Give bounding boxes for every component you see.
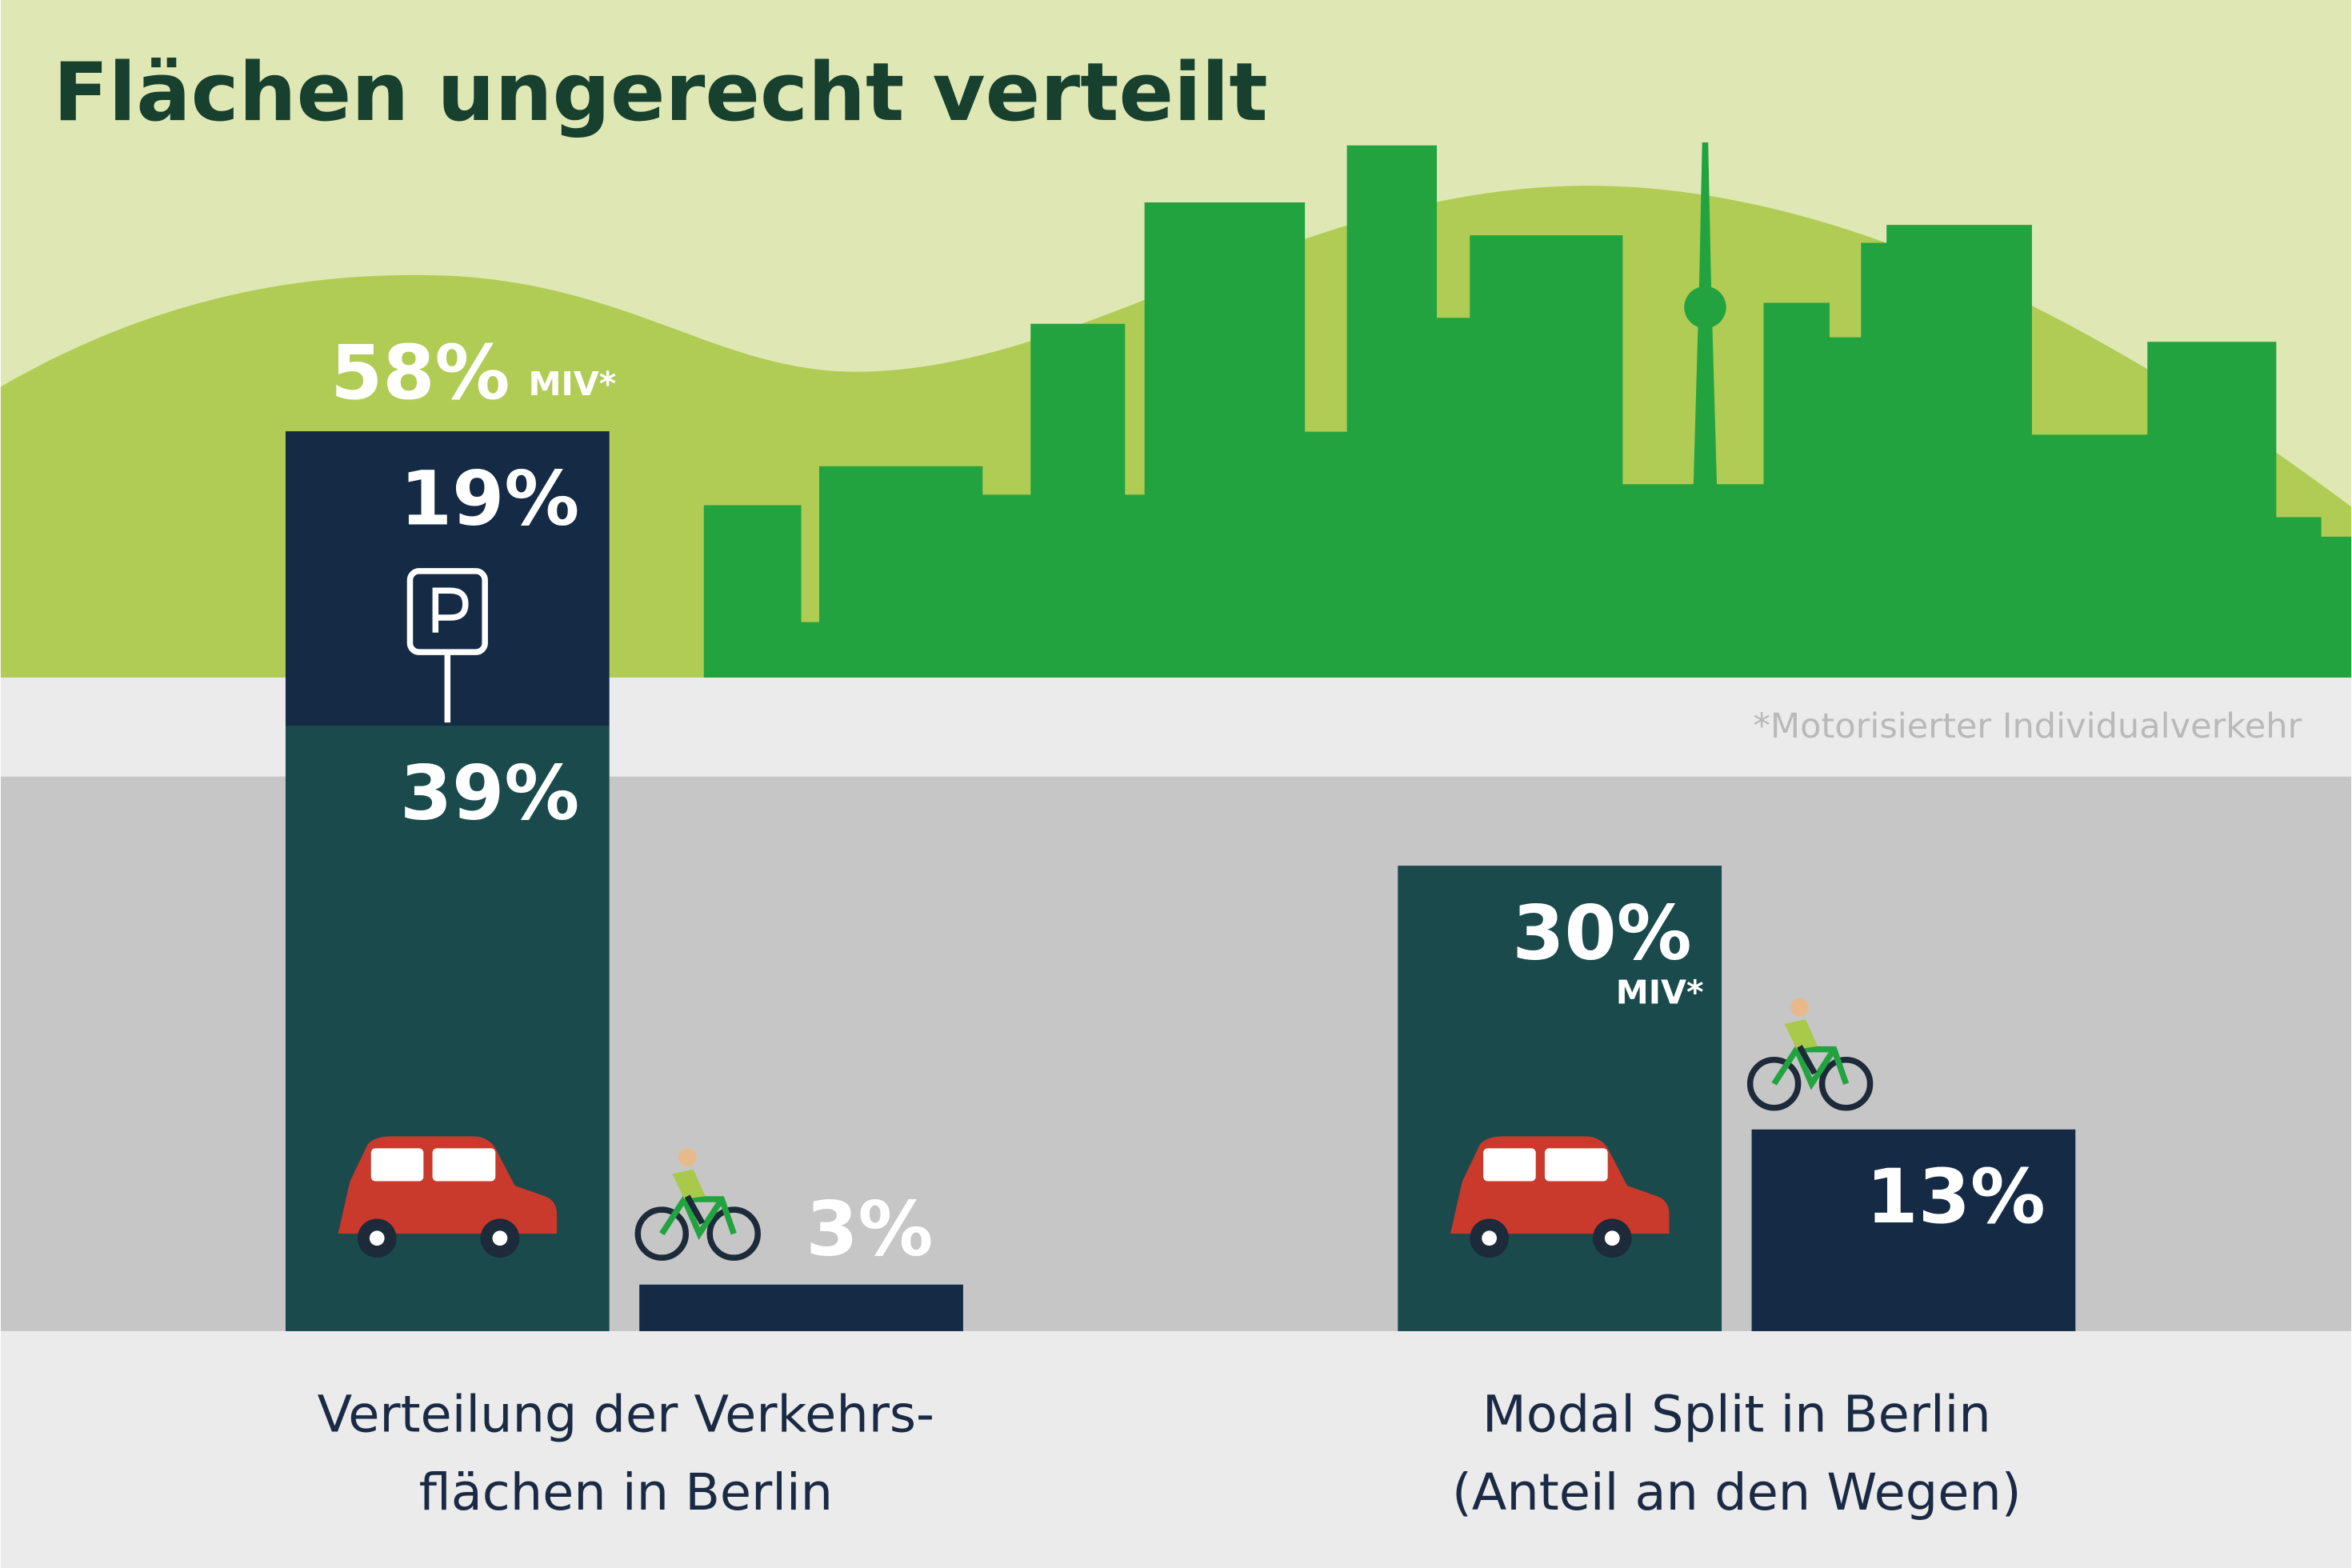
- bar-segment: [1751, 1129, 2076, 1331]
- car-hub: [492, 1230, 508, 1246]
- group-title: flächen in Berlin: [419, 1463, 833, 1522]
- car-window: [370, 1148, 424, 1182]
- sign: [406, 568, 488, 655]
- bike-wheel: [1746, 1057, 1802, 1111]
- footnote: *Motorisierter Individualverkehr: [1753, 706, 2302, 746]
- bar-segment: [1398, 866, 1722, 1331]
- value-label: 3%: [806, 1186, 933, 1273]
- rider-leg: [1797, 1045, 1818, 1075]
- group-title: (Anteil an den Wegen): [1452, 1463, 2022, 1522]
- car-hub: [369, 1230, 385, 1246]
- value-label: 19%: [400, 455, 579, 542]
- value-note: MIV*: [1616, 974, 1704, 1012]
- tv-tower-ball: [1684, 286, 1726, 329]
- value-label: 39%: [400, 750, 579, 838]
- skyline: [703, 145, 2352, 678]
- sign-p: [432, 587, 469, 633]
- bike-wheel: [1818, 1057, 1874, 1111]
- car-window: [1544, 1148, 1608, 1182]
- group-title: Verteilung der Verkehrs-: [318, 1385, 934, 1444]
- rider-head: [1790, 998, 1809, 1017]
- bike-wheel: [634, 1206, 690, 1261]
- bar-segment: [639, 1284, 963, 1331]
- bike-wheel: [706, 1206, 761, 1261]
- car-window: [432, 1148, 496, 1182]
- total-label: 58%: [330, 330, 510, 417]
- title: Flächen ungerecht verteilt: [54, 45, 1268, 139]
- icons: [338, 568, 1874, 1261]
- value-label: 13%: [1866, 1154, 2046, 1241]
- rider-head: [678, 1148, 697, 1166]
- car-hub: [1482, 1230, 1497, 1246]
- bike-frame: [1771, 1046, 1850, 1090]
- ground: [0, 1330, 2352, 1568]
- total-note: MIV*: [529, 365, 617, 403]
- bike-frame: [659, 1196, 737, 1241]
- value-label: 30%: [1512, 890, 1691, 977]
- rider: [672, 1169, 706, 1200]
- rider: [1784, 1019, 1818, 1050]
- rider-leg: [684, 1194, 706, 1225]
- car-hub: [1604, 1230, 1620, 1246]
- group-title: Modal Split in Berlin: [1482, 1385, 1991, 1444]
- car-window: [1483, 1148, 1536, 1182]
